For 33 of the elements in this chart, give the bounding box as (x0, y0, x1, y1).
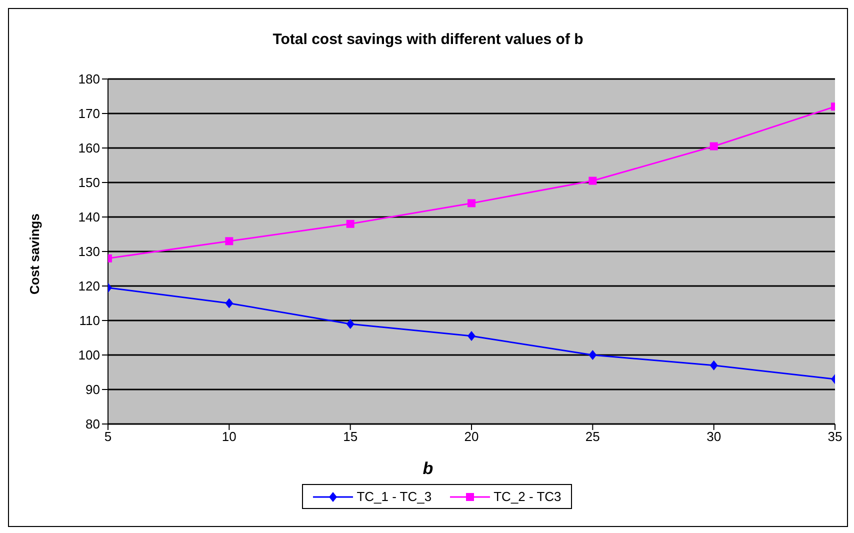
point (225, 298, 234, 308)
x-tick-label: 25 (585, 429, 600, 444)
point (468, 199, 476, 208)
legend-label: TC_2 - TC3 (494, 489, 562, 504)
point (346, 318, 354, 329)
point (710, 142, 718, 150)
point (588, 176, 597, 185)
point (588, 350, 597, 360)
x-tick-label: 5 (104, 429, 112, 444)
y-tick-label: 120 (78, 278, 100, 294)
y-tick-label: 110 (79, 313, 100, 328)
y-tick-label: 150 (78, 175, 100, 190)
y-tick-label: 100 (78, 348, 100, 363)
point (225, 237, 234, 246)
y-tick-label: 170 (78, 106, 100, 122)
x-tick-label: 10 (222, 429, 236, 444)
y-tick-label: 160 (78, 140, 100, 156)
y-tick-label: 90 (86, 382, 100, 398)
x-tick-label: 30 (706, 429, 722, 444)
y-tick-label: 180 (78, 72, 100, 87)
x-tick-label: 15 (343, 429, 358, 444)
point (468, 331, 476, 342)
y-axis-title: Cost savings (27, 214, 42, 294)
chart-title: Total cost savings with different values of b (272, 31, 584, 48)
y-tick-label: 130 (78, 244, 100, 260)
x-tick-label: 20 (464, 429, 479, 444)
legend-label: TC_1 - TC_3 (356, 489, 432, 504)
point (710, 360, 718, 370)
y-tick-label: 140 (78, 210, 100, 225)
x-axis-title: b (422, 459, 434, 478)
x-tick-label: 35 (828, 429, 842, 444)
point (346, 220, 354, 228)
y-tick-label: 80 (86, 416, 100, 432)
